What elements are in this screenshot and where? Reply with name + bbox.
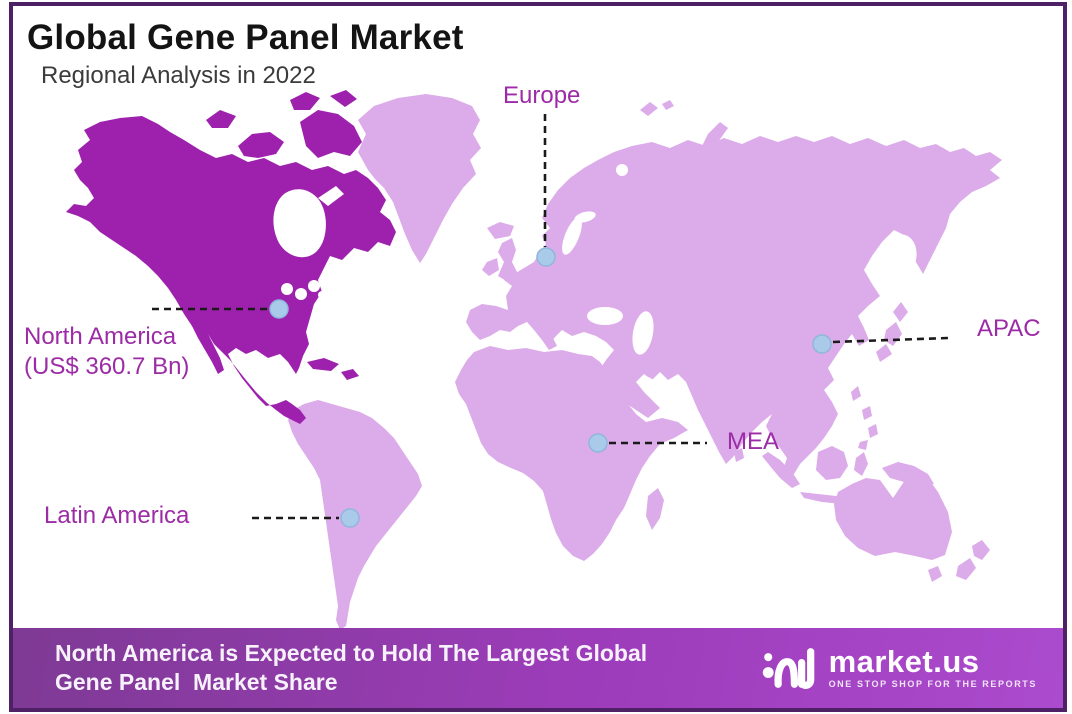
banner-line-1: North America is Expected to Hold The La… <box>55 640 648 666</box>
page-title: Global Gene Panel Market <box>27 18 464 57</box>
label-north-america-value: (US$ 360.7 Bn) <box>24 353 190 380</box>
footer-banner: North America is Expected to Hold The La… <box>13 628 1063 708</box>
label-mea: MEA <box>727 428 780 455</box>
continent-north-america <box>66 116 396 424</box>
marker-north-america <box>269 299 289 319</box>
marketus-logo-icon <box>762 648 814 689</box>
world-map <box>66 90 1002 630</box>
continent-eurasia <box>466 136 1002 482</box>
label-north-america-name: North America <box>24 323 177 350</box>
marker-europe <box>536 247 556 267</box>
label-latin-america: Latin America <box>44 502 190 529</box>
infographic-frame: Global Gene Panel Market Regional Analys… <box>9 2 1067 712</box>
highlight-region-north-america <box>66 90 396 424</box>
logo-brand: market.us <box>828 644 980 679</box>
label-apac: APAC <box>977 315 1041 342</box>
marker-latin-america <box>340 508 360 528</box>
connectors <box>152 114 949 520</box>
base-regions <box>288 94 1002 630</box>
marker-apac <box>812 334 832 354</box>
markers <box>269 247 832 528</box>
continent-greenland <box>358 94 481 263</box>
marker-mea <box>588 433 608 453</box>
logo-tagline: ONE STOP SHOP FOR THE REPORTS <box>828 679 1037 689</box>
page-subtitle: Regional Analysis in 2022 <box>41 62 316 89</box>
marketus-logo: market.us ONE STOP SHOP FOR THE REPORTS <box>761 642 1037 694</box>
label-north-america: North America (US$ 360.7 Bn) <box>24 322 189 382</box>
inland-seas <box>273 164 917 390</box>
continent-africa <box>455 346 688 561</box>
logo-text: market.us ONE STOP SHOP FOR THE REPORTS <box>828 644 1037 689</box>
banner-line-2: Gene Panel Market Share <box>55 669 338 695</box>
continent-australia <box>834 474 952 560</box>
label-europe: Europe <box>503 82 581 109</box>
banner-headline: North America is Expected to Hold The La… <box>55 639 647 697</box>
